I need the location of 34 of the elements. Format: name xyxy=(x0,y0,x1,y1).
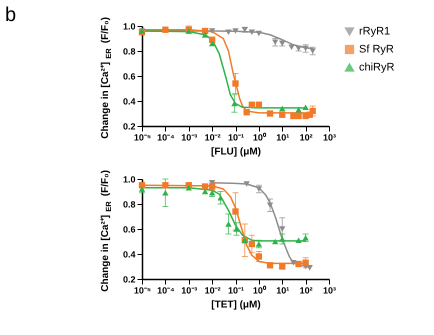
legend-label: rRyR1 xyxy=(359,26,390,38)
x-axis-title: [TET] (μM) xyxy=(211,300,261,310)
x-tick-label: 10⁻² xyxy=(204,286,221,296)
y-tick-label: 0.8 xyxy=(122,46,136,56)
x-tick-label: 10³ xyxy=(322,286,336,296)
x-tick-label: 10⁻³ xyxy=(181,286,198,296)
x-tick-label: 10² xyxy=(300,286,313,296)
x-tick-label: 10⁻⁴ xyxy=(157,132,175,142)
x-tick-label: 10⁻¹ xyxy=(228,286,244,296)
x-tick-label: 10⁻³ xyxy=(181,132,198,142)
x-axis-title: [FLU] (μM) xyxy=(211,146,261,158)
y-tick-label: 0.2 xyxy=(122,122,136,132)
x-tick-label: 10⁰ xyxy=(252,286,267,296)
y-tick-label: 0.4 xyxy=(122,250,136,260)
y-tick-label: 0.2 xyxy=(122,274,136,284)
y-tick-label: 0.8 xyxy=(122,200,136,210)
x-tick-label: 10⁻¹ xyxy=(228,132,244,142)
y-tick-label: 0.4 xyxy=(122,96,136,106)
chart-title: b xyxy=(5,4,16,26)
x-tick-label: 10¹ xyxy=(276,286,290,296)
x-tick-label: 10⁻⁴ xyxy=(157,286,175,296)
x-tick-label: 10³ xyxy=(322,132,336,142)
y-tick-label: 0.6 xyxy=(122,224,136,234)
y-tick-label: 1.0 xyxy=(122,22,136,32)
y-tick-label: 1.0 xyxy=(122,174,136,184)
x-tick-label: 10⁰ xyxy=(252,132,267,142)
x-tick-label: 10¹ xyxy=(276,132,290,142)
x-tick-label: 10² xyxy=(300,132,313,142)
legend-label: Sf RyR xyxy=(359,44,394,56)
legend-label: chiRyR xyxy=(359,62,395,74)
x-tick-label: 10⁻⁵ xyxy=(134,132,152,142)
y-tick-label: 0.6 xyxy=(122,72,136,82)
x-tick-label: 10⁻² xyxy=(204,132,221,142)
x-tick-label: 10⁻⁵ xyxy=(134,286,152,296)
